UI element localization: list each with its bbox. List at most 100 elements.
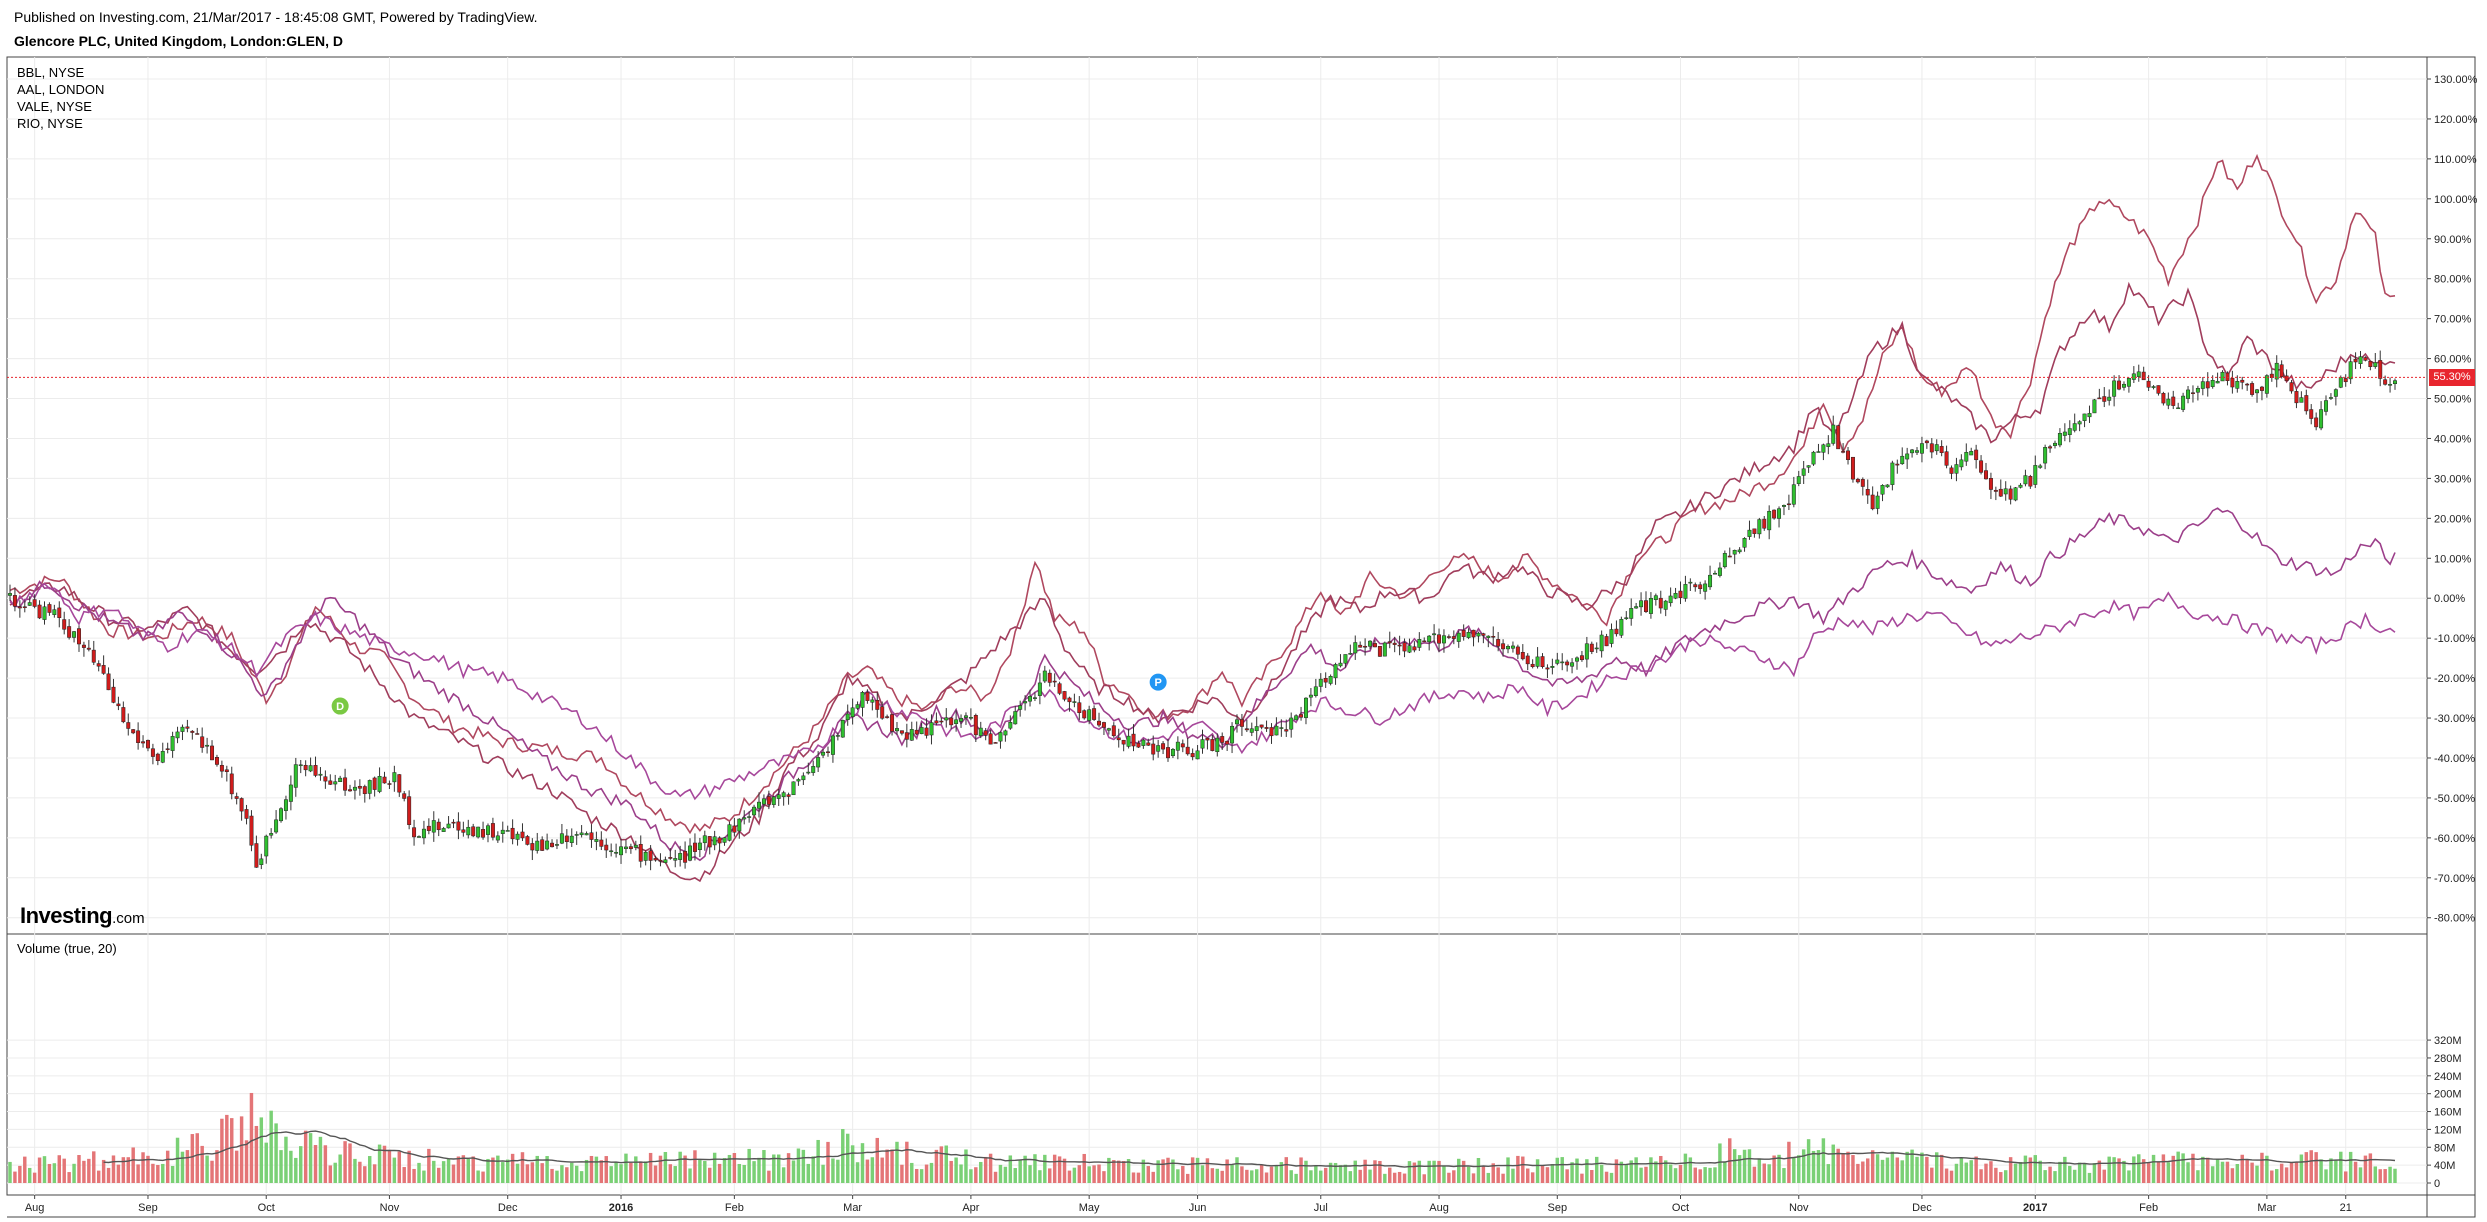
candle-up (776, 794, 781, 799)
candle-up (870, 699, 875, 703)
volume-bar (1703, 1167, 1707, 1183)
volume-bar (919, 1169, 924, 1183)
candle-down (372, 777, 377, 790)
legend-item[interactable]: BBL, NYSE (17, 65, 85, 80)
volume-bar (673, 1166, 677, 1183)
legend-item[interactable]: AAL, LONDON (17, 82, 105, 97)
candle-up (1037, 682, 1042, 696)
volume-bar (121, 1157, 126, 1183)
volume-bar (2225, 1161, 2230, 1183)
candle-down (1998, 488, 2003, 497)
candle-up (2328, 397, 2333, 399)
candle-down (949, 717, 954, 726)
candle-up (1683, 584, 1688, 599)
volume-bar (2087, 1172, 2092, 1183)
candle-down (2146, 380, 2151, 388)
candle-up (623, 846, 628, 849)
volume-bar (643, 1161, 648, 1183)
price-axis-label: -70.00% (2434, 873, 2475, 885)
volume-bar (1654, 1161, 1658, 1183)
candle-up (1801, 468, 1806, 476)
candle-down (2008, 488, 2013, 500)
price-axis-label: 90.00% (2434, 234, 2472, 246)
volume-bar (1082, 1153, 1086, 1183)
volume-bar (1412, 1162, 1417, 1183)
volume-bar (1486, 1172, 1491, 1183)
published-line: Published on Investing.com, 21/Mar/2017 … (14, 9, 538, 25)
candle-up (8, 593, 12, 596)
volume-bar (471, 1156, 475, 1183)
candle-down (658, 859, 663, 862)
time-axis-label: Nov (1789, 1202, 1809, 1214)
candle-down (1850, 456, 1855, 480)
volume-bar (2023, 1155, 2028, 1183)
candle-down (2097, 397, 2102, 400)
candle-down (2171, 396, 2176, 406)
candle-up (1619, 619, 1624, 636)
candle-down (1225, 740, 1230, 745)
candle-down (397, 774, 402, 793)
candle-up (2215, 381, 2220, 384)
candle-up (2333, 389, 2338, 397)
volume-bar (1925, 1156, 1929, 1183)
volume-bar (545, 1156, 549, 1183)
volume-bar (954, 1157, 958, 1183)
volume-axis-label: 160M (2434, 1107, 2462, 1119)
candle-up (1673, 593, 1678, 599)
volume-title[interactable]: Volume (true, 20) (17, 941, 117, 956)
candle-up (52, 609, 57, 615)
candle-down (1895, 463, 1900, 466)
volume-bar (417, 1162, 421, 1183)
volume-bar (1663, 1160, 1668, 1183)
volume-bar (880, 1157, 884, 1183)
candle-down (1589, 643, 1594, 652)
candle-up (722, 837, 727, 843)
volume-bar (2028, 1157, 2033, 1183)
volume-bar (2206, 1157, 2210, 1183)
dividend-marker[interactable] (330, 696, 350, 716)
candle-up (1003, 730, 1008, 736)
candle-down (239, 798, 244, 812)
volume-bar (2378, 1169, 2382, 1183)
legend-item[interactable]: VALE, NYSE (17, 99, 92, 114)
volume-bar (983, 1156, 988, 1183)
candle-down (1077, 702, 1082, 713)
candle-down (550, 842, 555, 848)
split-marker[interactable] (1148, 672, 1168, 692)
candle-up (929, 722, 934, 736)
candle-up (175, 731, 180, 739)
volume-bar (2245, 1159, 2249, 1183)
volume-bar (131, 1147, 135, 1183)
candle-up (1575, 657, 1579, 662)
candle-up (535, 840, 540, 851)
candle-up (264, 835, 269, 857)
legend-item[interactable]: RIO, NYSE (17, 116, 83, 131)
volume-bar (2393, 1168, 2397, 1183)
volume-bar (969, 1169, 973, 1183)
volume-bar (712, 1152, 717, 1183)
volume-bar (1861, 1161, 1865, 1183)
volume-bar (816, 1139, 820, 1183)
candle-down (1530, 663, 1535, 668)
volume-bar (890, 1149, 894, 1183)
volume-bar (491, 1157, 495, 1183)
candle-up (545, 840, 550, 850)
volume-bar (634, 1156, 638, 1183)
volume-bar (747, 1148, 751, 1183)
candle-up (1141, 739, 1146, 746)
candle-up (1353, 642, 1358, 654)
candle-up (2072, 423, 2077, 431)
candle-up (1028, 696, 1033, 702)
volume-bar (1457, 1158, 1461, 1183)
candle-up (1023, 701, 1028, 704)
candle-up (1717, 567, 1722, 576)
volume-bar (1496, 1167, 1500, 1183)
candle-up (1535, 656, 1540, 667)
volume-bar (328, 1165, 333, 1183)
volume-bar (1821, 1138, 1826, 1183)
volume-bar (895, 1141, 899, 1183)
candle-down (2240, 379, 2245, 383)
candle-up (1767, 510, 1772, 531)
volume-bar (1008, 1155, 1013, 1183)
